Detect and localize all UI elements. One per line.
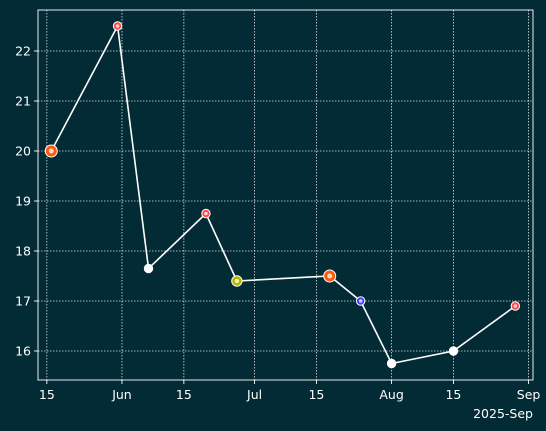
data-point-6 bbox=[355, 296, 366, 306]
data-point-highlight-3 bbox=[204, 211, 208, 216]
grid bbox=[38, 10, 533, 380]
series-points bbox=[44, 21, 521, 369]
data-point-8 bbox=[448, 346, 459, 356]
y-axis-ticks: 16 17 18 19 20 21 22 bbox=[15, 44, 38, 359]
data-point-1 bbox=[112, 21, 123, 31]
x-axis-ticks: 15 Jun 15 Jul 15 Aug 15 Sep bbox=[39, 380, 541, 402]
x-tick-label-2: 15 bbox=[176, 387, 192, 402]
data-point-7 bbox=[386, 358, 397, 369]
x-tick-label-1: Jun bbox=[111, 387, 132, 402]
data-point-highlight-1 bbox=[115, 24, 120, 28]
y-tick-label-1: 17 bbox=[15, 294, 31, 309]
data-point-highlight-6 bbox=[358, 299, 363, 303]
x-tick-label-5: Aug bbox=[379, 387, 403, 402]
series-line-0 bbox=[50, 23, 516, 365]
data-point-highlight-0 bbox=[48, 148, 54, 154]
data-point-marker-7 bbox=[386, 358, 397, 369]
y-tick-label-4: 20 bbox=[15, 144, 31, 159]
y-tick-label-5: 21 bbox=[15, 94, 31, 109]
data-point-marker-8 bbox=[448, 346, 459, 356]
data-point-highlight-4 bbox=[234, 278, 240, 284]
y-tick-label-0: 16 bbox=[15, 344, 31, 359]
plot-frame bbox=[37, 9, 534, 381]
x-tick-label-4: 15 bbox=[308, 387, 324, 402]
data-point-marker-2 bbox=[143, 263, 154, 274]
x-tick-label-3: Jul bbox=[246, 387, 262, 402]
x-tick-label-7: Sep bbox=[517, 387, 541, 402]
x-tick-label-6: 15 bbox=[445, 387, 461, 402]
y-tick-label-3: 19 bbox=[15, 194, 31, 209]
x-axis-offset-label: 2025-Sep bbox=[473, 406, 533, 421]
data-point-0 bbox=[44, 144, 58, 158]
data-point-2 bbox=[143, 263, 154, 274]
data-point-5 bbox=[323, 269, 337, 283]
data-point-9 bbox=[510, 301, 521, 311]
data-point-highlight-5 bbox=[327, 273, 333, 279]
data-point-4 bbox=[231, 275, 243, 287]
y-tick-label-2: 18 bbox=[15, 244, 31, 259]
data-point-highlight-9 bbox=[513, 304, 518, 308]
data-point-3 bbox=[201, 208, 211, 219]
series-line-group bbox=[50, 23, 516, 365]
x-tick-label-0: 15 bbox=[39, 387, 55, 402]
y-tick-label-6: 22 bbox=[15, 44, 31, 59]
